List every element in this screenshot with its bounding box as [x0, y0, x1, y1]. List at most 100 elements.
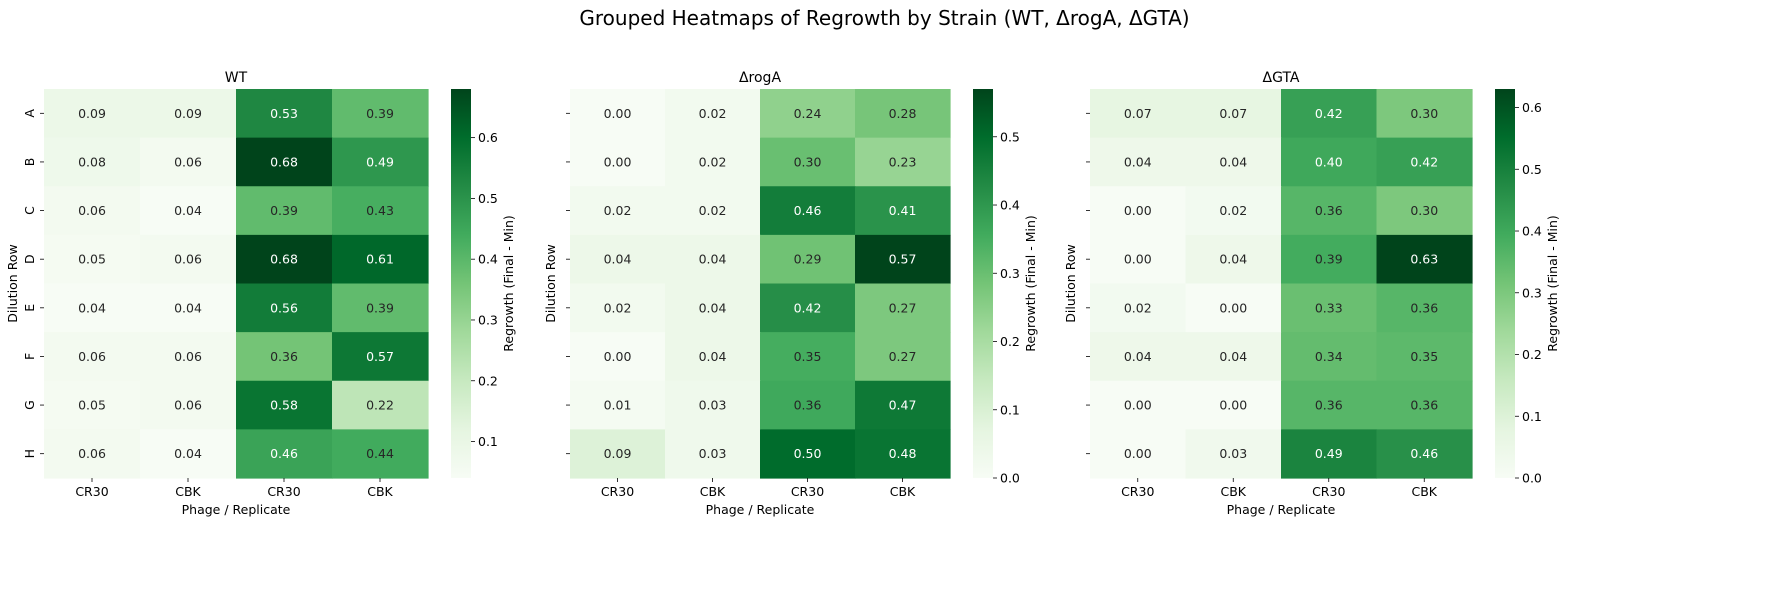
heatmap-cell: [1185, 429, 1282, 479]
colorbar: [1495, 89, 1515, 478]
heatmap-cell: [1376, 429, 1473, 479]
heatmap-cell: [44, 137, 141, 187]
cell-value-label: 0.04: [174, 300, 202, 315]
cell-value-label: 0.07: [1124, 106, 1152, 121]
colorbar-tick-label: 0.4: [1522, 224, 1542, 239]
cell-value-label: 0.68: [270, 154, 298, 169]
heatmap-cell: [236, 380, 333, 430]
heatmap-cell: [855, 234, 951, 285]
heatmap-cell: [44, 89, 141, 139]
heatmap-cell: [760, 429, 856, 479]
x-tick-label: CR30: [75, 484, 108, 499]
y-tick-label: G: [22, 400, 37, 410]
cell-value-label: 0.36: [794, 398, 822, 413]
colorbar-label: Regrowth (Final - Min): [501, 215, 516, 351]
x-tick-label: CBK: [1220, 484, 1246, 499]
heatmap-cell: [140, 234, 237, 285]
heatmap-cell: [855, 283, 951, 333]
heatmap-cell: [1090, 283, 1187, 333]
heatmap-cell: [1376, 89, 1473, 139]
cell-value-label: 0.42: [794, 300, 822, 315]
colorbar-label: Regrowth (Final - Min): [1545, 215, 1560, 351]
colorbar-tick-label: 0.2: [1000, 334, 1020, 349]
cell-value-label: 0.00: [604, 106, 632, 121]
heatmap-cell: [1376, 380, 1473, 430]
heatmap-cell: [1185, 283, 1282, 333]
x-tick-label: CBK: [890, 484, 916, 499]
heatmap-cell: [1185, 234, 1282, 285]
heatmap-cell: [760, 89, 856, 139]
cell-value-label: 0.63: [1410, 252, 1438, 267]
heatmap-cell: [332, 234, 429, 285]
heatmap-cell: [855, 89, 951, 139]
heatmap-cell: [1090, 89, 1187, 139]
y-tick-label: F: [22, 353, 37, 360]
cell-value-label: 0.00: [1124, 446, 1152, 461]
y-tick-label: C: [22, 206, 37, 215]
heatmap-cell: [760, 283, 856, 333]
heatmap-cell: [570, 137, 666, 187]
heatmap-cell: [1376, 137, 1473, 187]
x-axis-label: Phage / Replicate: [1227, 502, 1336, 517]
cell-value-label: 0.06: [78, 203, 106, 218]
heatmap-cell: [855, 137, 951, 187]
cell-value-label: 0.40: [1315, 154, 1343, 169]
panel-title: WT: [225, 70, 248, 86]
cell-value-label: 0.30: [1410, 203, 1438, 218]
colorbar-tick-label: 0.6: [1522, 100, 1542, 115]
cell-value-label: 0.06: [78, 446, 106, 461]
y-tick-label: A: [22, 109, 37, 118]
heatmap-cell: [1281, 137, 1378, 187]
cell-value-label: 0.49: [366, 154, 394, 169]
cell-value-label: 0.46: [794, 203, 822, 218]
cell-value-label: 0.03: [699, 446, 727, 461]
heatmap-cell: [44, 234, 141, 285]
cell-value-label: 0.00: [1219, 300, 1247, 315]
heatmap-cell: [1281, 332, 1378, 382]
cell-value-label: 0.02: [699, 106, 727, 121]
cell-value-label: 0.41: [889, 203, 917, 218]
heatmap-cell: [44, 380, 141, 430]
colorbar-tick-label: 0.1: [1522, 409, 1542, 424]
heatmap-cell: [570, 429, 666, 479]
cell-value-label: 0.30: [794, 154, 822, 169]
heatmap-cell: [236, 332, 333, 382]
colorbar: [973, 89, 993, 478]
heatmap-cell: [1185, 89, 1282, 139]
cell-value-label: 0.00: [1219, 398, 1247, 413]
heatmap-cell: [332, 89, 429, 139]
x-tick-label: CBK: [700, 484, 726, 499]
heatmap-cell: [570, 234, 666, 285]
cell-value-label: 0.04: [1219, 349, 1247, 364]
cell-value-label: 0.05: [78, 398, 106, 413]
heatmap-cell: [665, 332, 761, 382]
colorbar-tick-label: 0.5: [478, 191, 498, 206]
x-axis-label: Phage / Replicate: [706, 502, 815, 517]
heatmap-cell: [855, 380, 951, 430]
cell-value-label: 0.57: [889, 252, 917, 267]
x-tick-label: CR30: [267, 484, 300, 499]
heatmap-cell: [1281, 429, 1378, 479]
cell-value-label: 0.46: [270, 446, 298, 461]
cell-value-label: 0.01: [604, 398, 632, 413]
heatmap-cell: [665, 234, 761, 285]
heatmap-cell: [1376, 332, 1473, 382]
heatmap-cell: [140, 186, 237, 236]
x-tick-label: CR30: [1121, 484, 1154, 499]
cell-value-label: 0.03: [699, 398, 727, 413]
heatmap-cell: [1185, 186, 1282, 236]
cell-value-label: 0.06: [78, 349, 106, 364]
cell-value-label: 0.39: [1315, 252, 1343, 267]
heatmap-cell: [570, 380, 666, 430]
heatmap-cell: [1185, 137, 1282, 187]
heatmap-cell: [332, 332, 429, 382]
y-axis-label: Dilution Row: [5, 244, 20, 322]
heatmap-cell: [1185, 380, 1282, 430]
heatmap-cell: [760, 137, 856, 187]
cell-value-label: 0.00: [604, 154, 632, 169]
cell-value-label: 0.57: [366, 349, 394, 364]
y-axis-label: Dilution Row: [543, 244, 558, 322]
heatmap-cell: [1090, 234, 1187, 285]
x-tick-label: CR30: [1312, 484, 1345, 499]
